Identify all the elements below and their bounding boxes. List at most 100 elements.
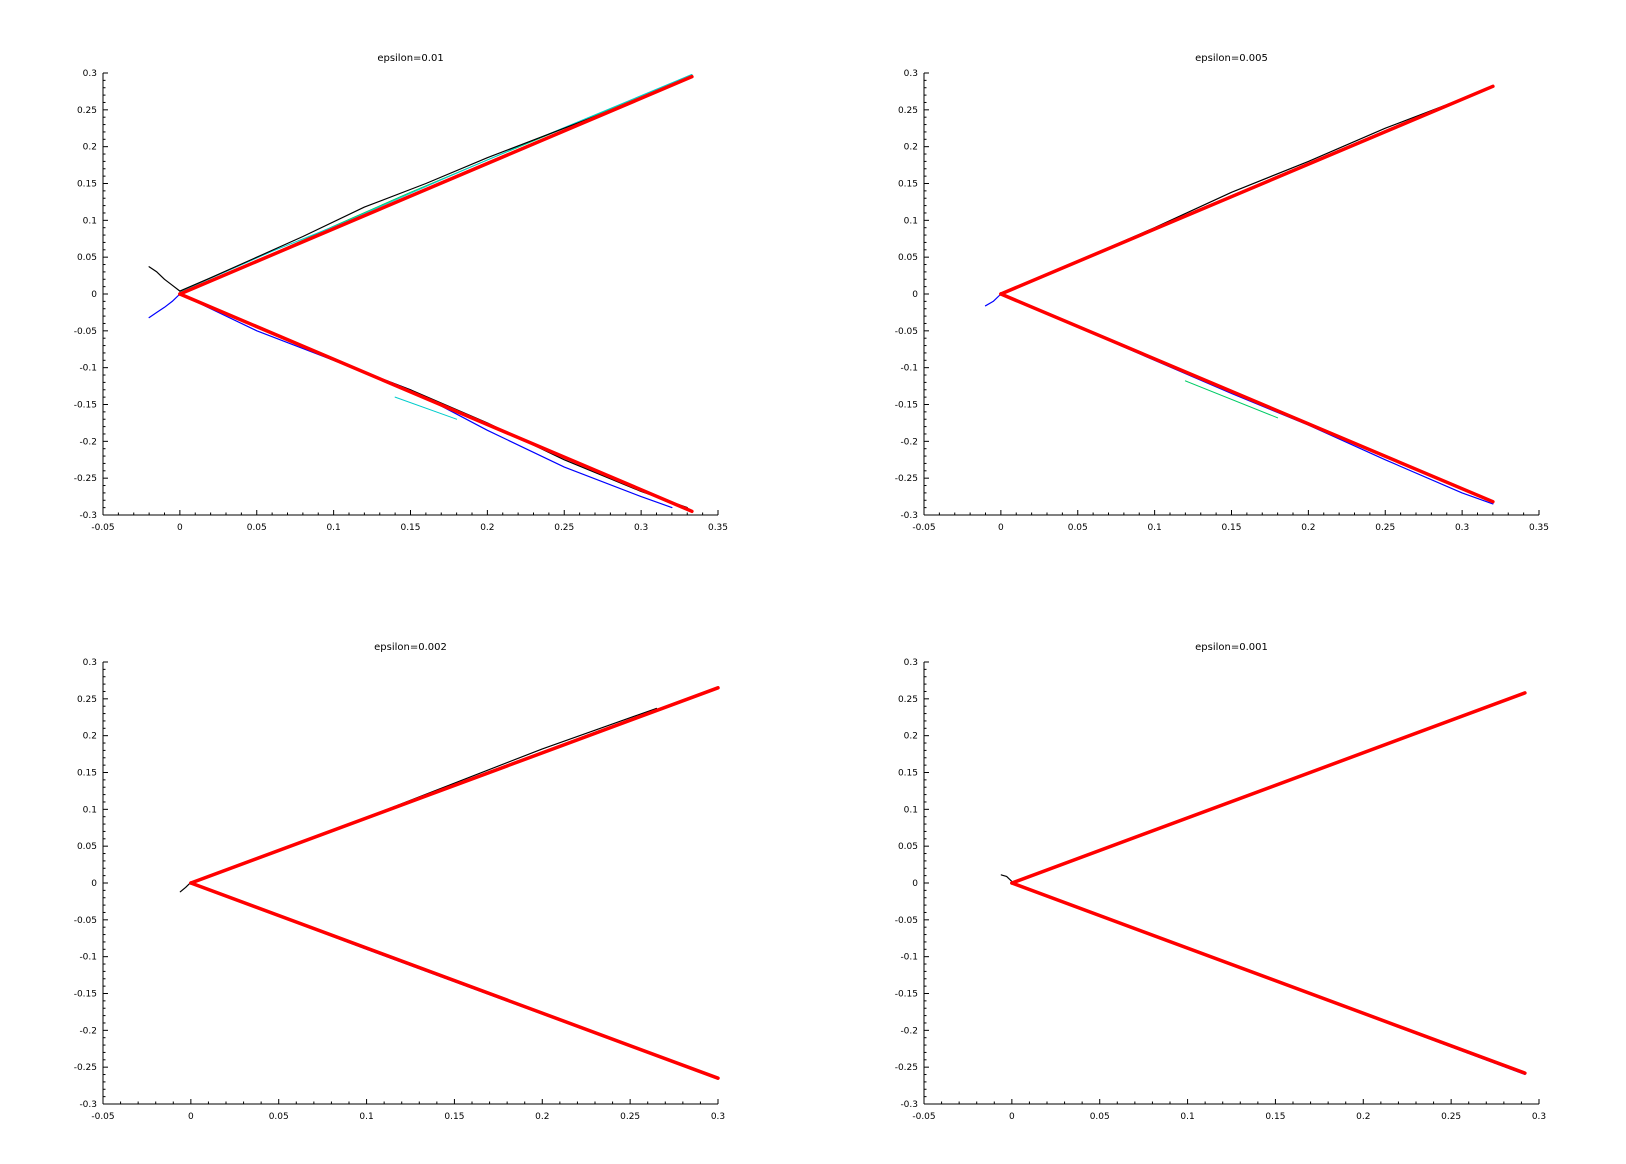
x-tick-label: 0: [188, 1112, 194, 1122]
y-tick-label: 0.15: [898, 180, 918, 190]
y-tick-label: -0.3: [900, 1100, 918, 1110]
y-tick-label: -0.15: [895, 401, 918, 411]
x-tick-label: -0.05: [912, 1112, 935, 1122]
y-tick-label: -0.05: [895, 327, 918, 337]
y-tick-label: -0.15: [895, 990, 918, 1000]
y-tick-label: -0.15: [74, 990, 97, 1000]
series-line-3: [148, 77, 688, 292]
series-line-1: [1010, 691, 1527, 885]
x-tick-label: -0.05: [912, 523, 935, 533]
y-tick-label: 0.1: [904, 216, 918, 226]
x-tick-label: 0.25: [620, 1112, 640, 1122]
y-tick-label: 0.05: [77, 842, 97, 852]
x-tick-label: 0.05: [1090, 1112, 1110, 1122]
x-tick-label: 0.15: [444, 1112, 464, 1122]
x-tick-label: 0.3: [711, 1112, 725, 1122]
y-tick-label: 0.1: [83, 216, 97, 226]
x-tick-label: 0.1: [326, 523, 340, 533]
series-line-1: [178, 74, 694, 296]
y-tick-label: 0: [91, 879, 97, 889]
y-tick-label: -0.3: [79, 1100, 97, 1110]
series-line-4: [984, 293, 1494, 505]
y-tick-label: -0.1: [900, 364, 918, 374]
y-tick-label: -0.25: [895, 474, 918, 484]
x-tick-label: 0.3: [1532, 1112, 1546, 1122]
x-tick-label: 0.1: [1147, 523, 1161, 533]
y-tick-label: 0.25: [898, 695, 918, 705]
x-tick-label: 0.15: [1221, 523, 1241, 533]
x-tick-label: 0.1: [1180, 1112, 1194, 1122]
series-line-5: [1184, 380, 1279, 419]
y-tick-label: -0.2: [900, 437, 918, 447]
y-tick-label: 0.3: [83, 658, 97, 668]
y-tick-label: -0.1: [79, 953, 97, 963]
y-tick-label: 0.25: [77, 106, 97, 116]
y-tick-label: -0.25: [895, 1063, 918, 1073]
y-tick-label: -0.05: [74, 327, 97, 337]
series-line-2: [189, 881, 720, 1080]
y-tick-label: 0.2: [904, 732, 918, 742]
subplot-4: epsilon=0.001 -0.05 0 0.05 0.1 0.15 0.2 0.25 0.3…: [895, 642, 1546, 1122]
y-tick-label: 0.1: [904, 805, 918, 815]
y-tick-label: -0.2: [79, 1026, 97, 1036]
series-line-1: [999, 84, 1495, 296]
x-tick-label: 0.35: [1529, 523, 1549, 533]
x-tick-label: 0: [998, 523, 1004, 533]
series-line-5: [179, 74, 693, 293]
y-tick-label: 0.2: [904, 143, 918, 153]
x-tick-label: -0.05: [91, 1112, 114, 1122]
y-tick-label: 0: [912, 290, 918, 300]
subplot-1: epsilon=0.01 -0.05 0 0.05 0.1 0.15 0.2 0.25 0.3 0…: [74, 53, 728, 533]
y-tick-label: 0.25: [77, 695, 97, 705]
series-line-2: [999, 292, 1495, 504]
x-tick-label: 0.3: [1455, 523, 1469, 533]
subplot-title: epsilon=0.001: [1195, 642, 1268, 653]
subplot-title: epsilon=0.005: [1195, 53, 1268, 64]
y-tick-label: 0.15: [77, 769, 97, 779]
y-tick-label: -0.25: [74, 1063, 97, 1073]
y-tick-label: -0.3: [900, 511, 918, 521]
y-tick-label: 0.05: [898, 842, 918, 852]
y-tick-label: -0.05: [895, 916, 918, 926]
x-tick-label: 0.35: [708, 523, 728, 533]
y-tick-label: -0.25: [74, 474, 97, 484]
y-tick-label: -0.1: [79, 364, 97, 374]
x-tick-label: 0.25: [1375, 523, 1395, 533]
y-tick-label: 0.3: [904, 658, 918, 668]
x-tick-label: 0: [177, 523, 183, 533]
x-tick-label: 0.1: [359, 1112, 373, 1122]
x-tick-label: 0: [1009, 1112, 1015, 1122]
subplot-3: epsilon=0.002 -0.05 0 0.05 0.1 0.15 0.2 0.25 0.3…: [74, 642, 725, 1122]
y-tick-label: -0.15: [74, 401, 97, 411]
y-tick-label: 0.2: [83, 143, 97, 153]
y-tick-label: -0.1: [900, 953, 918, 963]
y-tick-label: 0: [912, 879, 918, 889]
series-line-2: [178, 292, 694, 514]
series-line-6: [148, 293, 673, 509]
y-tick-label: -0.2: [79, 437, 97, 447]
x-tick-label: 0.15: [400, 523, 420, 533]
subplot-title: epsilon=0.002: [374, 642, 447, 653]
x-tick-label: 0.2: [1301, 523, 1315, 533]
x-tick-label: 0.2: [1356, 1112, 1370, 1122]
x-tick-label: 0.2: [480, 523, 494, 533]
x-tick-label: 0.25: [1441, 1112, 1461, 1122]
x-tick-label: 0.3: [634, 523, 648, 533]
x-tick-label: 0.2: [535, 1112, 549, 1122]
x-tick-label: 0.05: [1068, 523, 1088, 533]
y-tick-label: -0.05: [74, 916, 97, 926]
y-tick-label: -0.3: [79, 511, 97, 521]
y-tick-label: 0.3: [83, 69, 97, 79]
series-line-2: [1010, 881, 1527, 1075]
x-tick-label: 0.25: [554, 523, 574, 533]
y-tick-label: 0.25: [898, 106, 918, 116]
y-tick-label: 0.3: [904, 69, 918, 79]
y-tick-label: 0.1: [83, 805, 97, 815]
y-tick-label: 0.15: [77, 180, 97, 190]
y-tick-label: 0.2: [83, 732, 97, 742]
y-tick-label: 0.05: [77, 253, 97, 263]
y-tick-label: 0.05: [898, 253, 918, 263]
x-tick-label: 0.05: [247, 523, 267, 533]
x-tick-label: 0.15: [1265, 1112, 1285, 1122]
